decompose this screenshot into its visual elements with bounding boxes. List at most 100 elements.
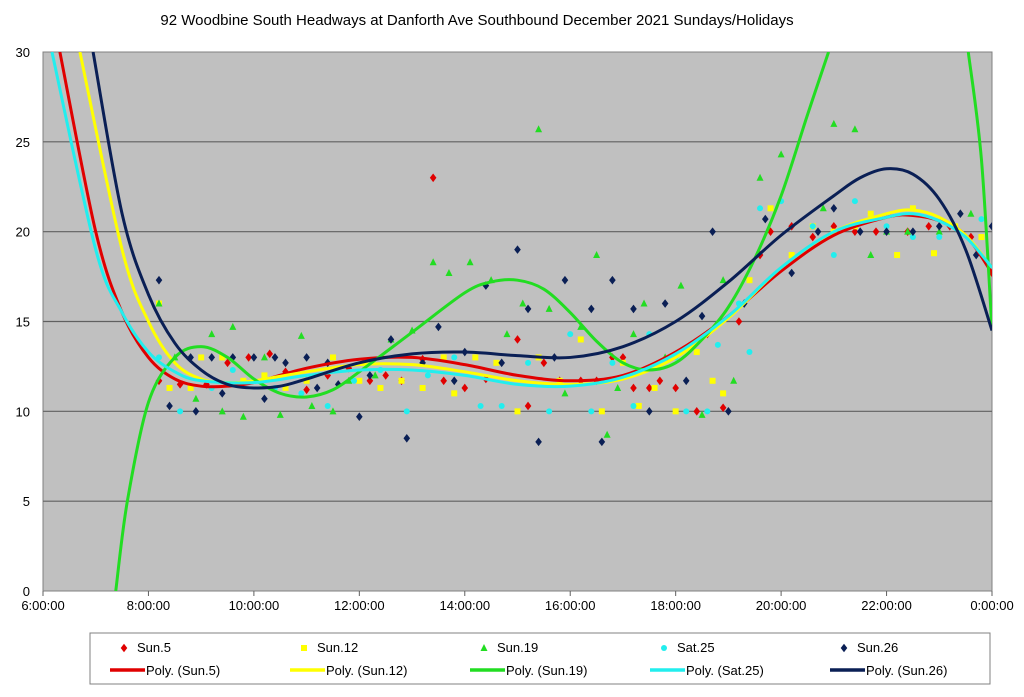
data-point: [756, 173, 764, 181]
data-point: [166, 401, 173, 411]
data-point: [266, 349, 274, 359]
data-point: [477, 402, 484, 409]
data-point: [957, 209, 964, 218]
data-point: [598, 408, 605, 415]
data-point: [936, 234, 943, 241]
legend-label: Sun.12: [317, 640, 358, 655]
data-point: [651, 384, 658, 391]
x-axis: 6:00:00 8:00:00 10:00:00 12:00:00 14:00:00 16…: [21, 591, 1014, 613]
data-point: [524, 304, 532, 314]
data-point: [245, 353, 252, 362]
data-point: [208, 353, 216, 362]
data-point: [719, 276, 727, 284]
legend-trend-label: Poly. (Sat.25): [686, 663, 764, 678]
data-point: [909, 205, 916, 212]
legend-label: Sun.26: [857, 640, 898, 655]
trend-line-sun-12: [78, 52, 992, 386]
data-point: [424, 372, 431, 379]
trend-line-sun-26: [91, 52, 992, 390]
legend-trend-label: Poly. (Sun.26): [866, 663, 947, 678]
data-point: [356, 377, 363, 384]
data-point: [609, 359, 616, 366]
x-tick-label: 12:00:00: [334, 598, 385, 613]
y-tick-label: 20: [16, 225, 30, 240]
data-point: [593, 251, 601, 259]
data-point: [894, 252, 901, 259]
legend-label: Sun.19: [497, 640, 538, 655]
data-point: [387, 335, 395, 344]
data-point: [155, 299, 163, 307]
data-point: [419, 384, 426, 391]
data-point: [709, 227, 716, 236]
data-point: [535, 125, 543, 133]
data-point: [725, 407, 732, 416]
data-point: [398, 377, 405, 384]
legend-label: Sat.25: [677, 640, 715, 655]
data-point: [693, 349, 700, 356]
data-point: [218, 389, 226, 398]
data-point: [619, 353, 627, 362]
data-point: [935, 227, 943, 235]
data-point: [382, 371, 389, 380]
legend-trend-label: Poly. (Sun.12): [326, 663, 407, 678]
data-point: [598, 437, 606, 447]
data-point: [672, 383, 679, 393]
data-point: [851, 227, 859, 236]
data-point: [629, 330, 637, 338]
data-point: [931, 250, 938, 257]
x-tick-label: 0:00:00: [970, 598, 1013, 613]
data-point: [461, 383, 469, 393]
data-point: [730, 376, 738, 384]
data-point: [719, 403, 727, 413]
data-point: [525, 359, 532, 366]
legend-marker: [480, 644, 488, 651]
data-point: [904, 227, 912, 235]
trend-line-sun-19: [114, 52, 992, 591]
data-point: [403, 433, 411, 443]
data-point: [514, 335, 521, 344]
data-point: [978, 234, 985, 241]
y-tick-label: 25: [16, 135, 30, 150]
data-point: [482, 281, 490, 290]
data-point: [545, 304, 553, 312]
x-tick-label: 20:00:00: [756, 598, 807, 613]
data-point: [646, 407, 653, 416]
data-point: [303, 385, 310, 395]
data-point: [988, 221, 992, 231]
data-point: [788, 268, 795, 278]
data-point: [440, 354, 447, 361]
data-point: [366, 376, 374, 386]
data-point: [682, 376, 690, 386]
data-point: [561, 389, 569, 397]
data-point: [677, 281, 685, 289]
data-point: [450, 376, 458, 386]
legend-label: Sun.5: [137, 640, 171, 655]
data-point: [603, 430, 611, 438]
data-point: [429, 173, 437, 183]
data-point: [250, 353, 258, 362]
data-point: [972, 250, 980, 260]
data-point: [303, 377, 310, 384]
trend-lines: [50, 52, 992, 591]
data-point: [767, 205, 774, 212]
scatter-points: [155, 119, 992, 447]
data-point: [630, 383, 637, 393]
data-point: [260, 353, 268, 361]
data-point: [203, 380, 210, 389]
data-point: [746, 349, 753, 356]
y-axis: 0 5 10 15 20 25 30: [16, 45, 30, 599]
data-point: [276, 410, 284, 418]
data-point: [872, 227, 880, 236]
y-tick-label: 30: [16, 45, 30, 60]
data-point: [472, 354, 479, 361]
legend-marker: [120, 643, 128, 653]
data-point: [403, 408, 410, 415]
x-tick-label: 18:00:00: [650, 598, 701, 613]
data-point: [535, 437, 542, 447]
data-point: [371, 371, 379, 379]
data-point: [809, 223, 816, 230]
legend: Sun.5 Poly. (Sun.5) Sun.12 Poly. (Sun.12) Su…: [110, 640, 947, 678]
data-point: [698, 410, 706, 418]
data-point: [746, 277, 753, 284]
